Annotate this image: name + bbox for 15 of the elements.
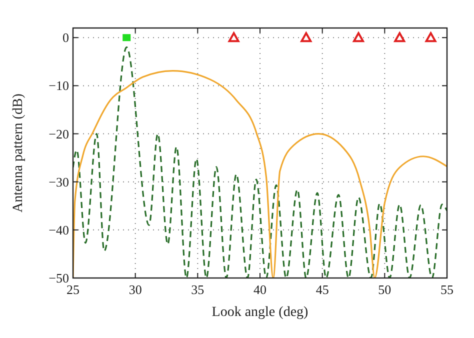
y-tick-label: −10 bbox=[48, 78, 69, 94]
x-tick-label: 50 bbox=[378, 282, 392, 297]
y-tick-label: −40 bbox=[48, 222, 69, 238]
x-tick-label: 25 bbox=[66, 282, 80, 297]
x-tick-label: 30 bbox=[128, 282, 142, 297]
y-tick-label: −20 bbox=[48, 126, 69, 142]
y-tick-label: −50 bbox=[48, 270, 69, 286]
x-tick-label: 45 bbox=[316, 282, 329, 297]
y-axis-title: Antenna pattern (dB) bbox=[11, 93, 26, 212]
y-tick-label: −30 bbox=[48, 174, 69, 190]
x-tick-label: 40 bbox=[254, 282, 266, 297]
x-tick-label: 55 bbox=[440, 282, 454, 297]
x-tick-label: 35 bbox=[191, 282, 204, 297]
y-tick-label: 0 bbox=[62, 30, 69, 46]
x-axis-title: Look angle (deg) bbox=[212, 305, 309, 320]
